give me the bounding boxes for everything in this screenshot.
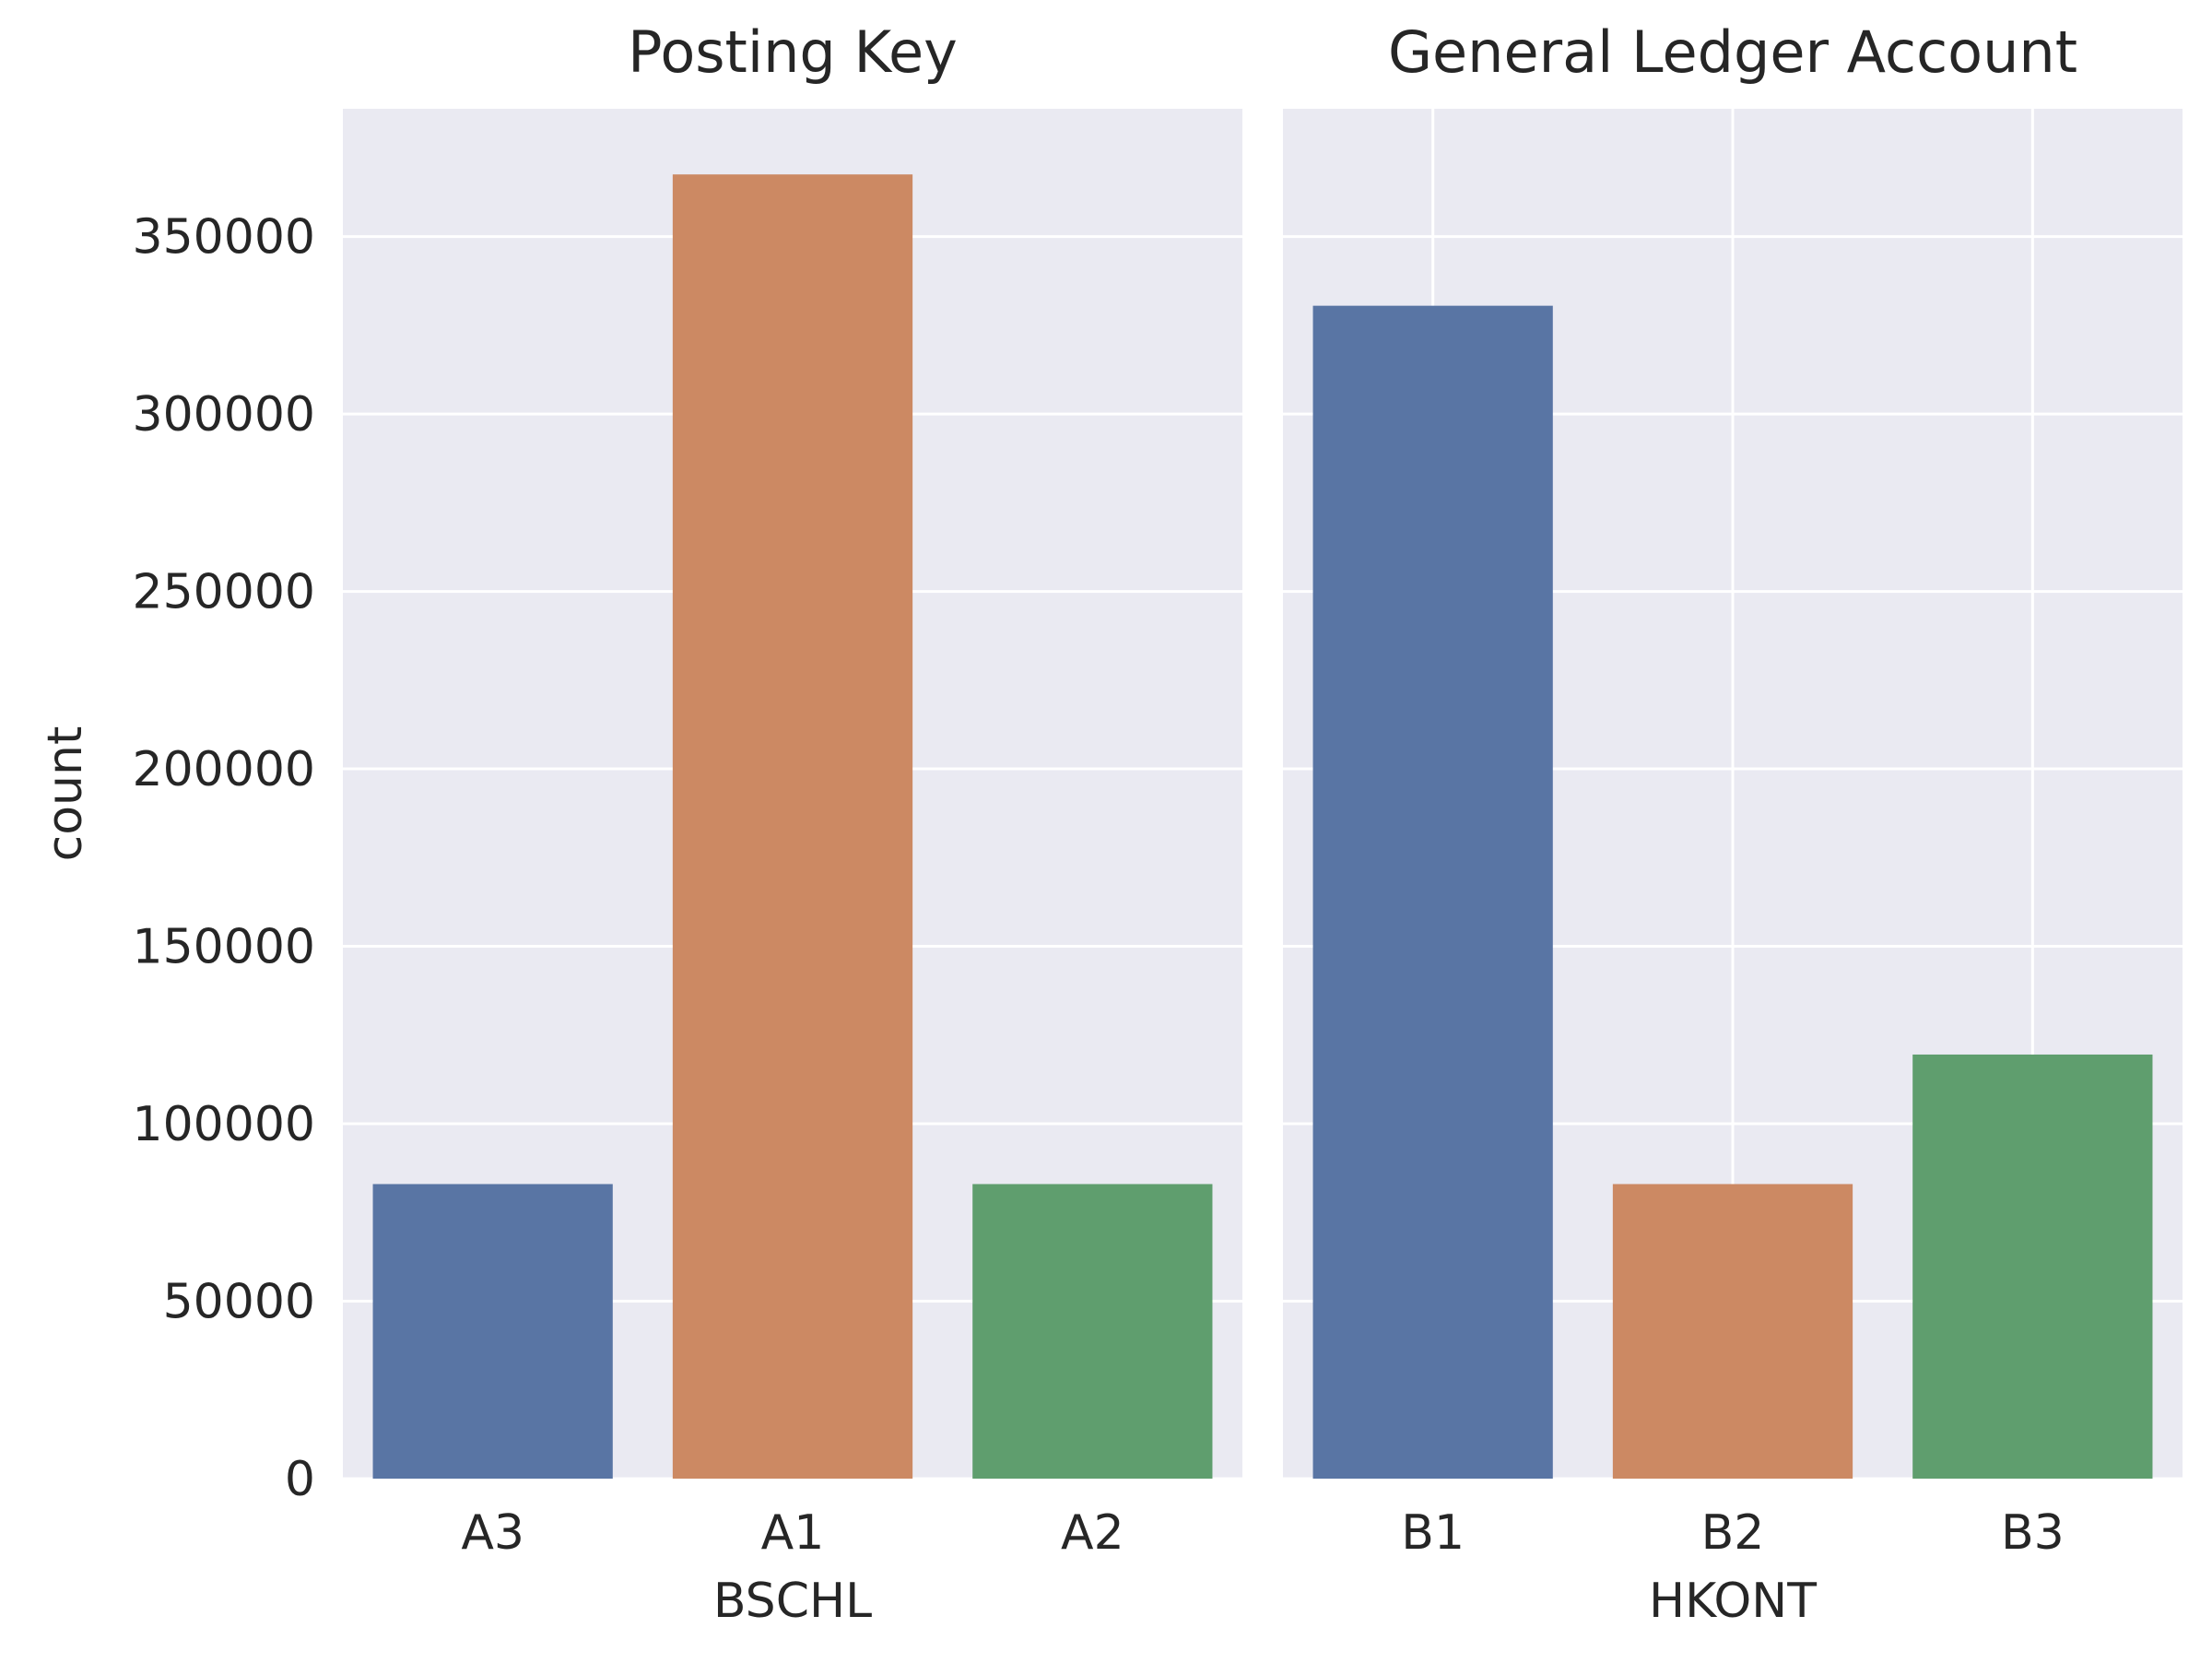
bar-a1	[672, 174, 913, 1479]
bar-b2	[1612, 1184, 1853, 1479]
x-tick-label: A3	[461, 1505, 524, 1561]
y-tick-label: 100000	[132, 1097, 315, 1152]
x-tick-label: A2	[1061, 1505, 1124, 1561]
y-tick-label: 50000	[163, 1275, 315, 1330]
bar-a3	[372, 1184, 613, 1479]
chart-title: Posting Key	[628, 18, 958, 86]
bar-b1	[1312, 305, 1553, 1479]
y-tick-label: 350000	[132, 210, 315, 265]
x-axis-label: BSCHL	[713, 1574, 872, 1629]
x-tick-label: B2	[1701, 1505, 1765, 1561]
chart-title: General Ledger Account	[1388, 18, 2077, 86]
y-tick-label: 200000	[132, 742, 315, 797]
y-tick-label: 300000	[132, 387, 315, 442]
x-tick-label: B1	[1401, 1505, 1465, 1561]
y-tick-label: 0	[285, 1452, 315, 1507]
general-ledger-account-chart: B1 B2 B3 HKONT General Ledger Account	[1283, 18, 2183, 1629]
x-tick-label: B3	[2001, 1505, 2065, 1561]
posting-key-chart: 0 50000 100000 150000 200000 250000 300000 3500…	[38, 18, 1242, 1629]
bar-a2	[972, 1184, 1213, 1479]
y-axis-label: count	[38, 726, 93, 862]
bar-b3	[1912, 1054, 2153, 1479]
y-tick-label: 250000	[132, 565, 315, 620]
x-tick-label: A1	[761, 1505, 825, 1561]
x-axis-label: HKONT	[1649, 1574, 1817, 1629]
y-tick-label: 150000	[132, 920, 315, 975]
